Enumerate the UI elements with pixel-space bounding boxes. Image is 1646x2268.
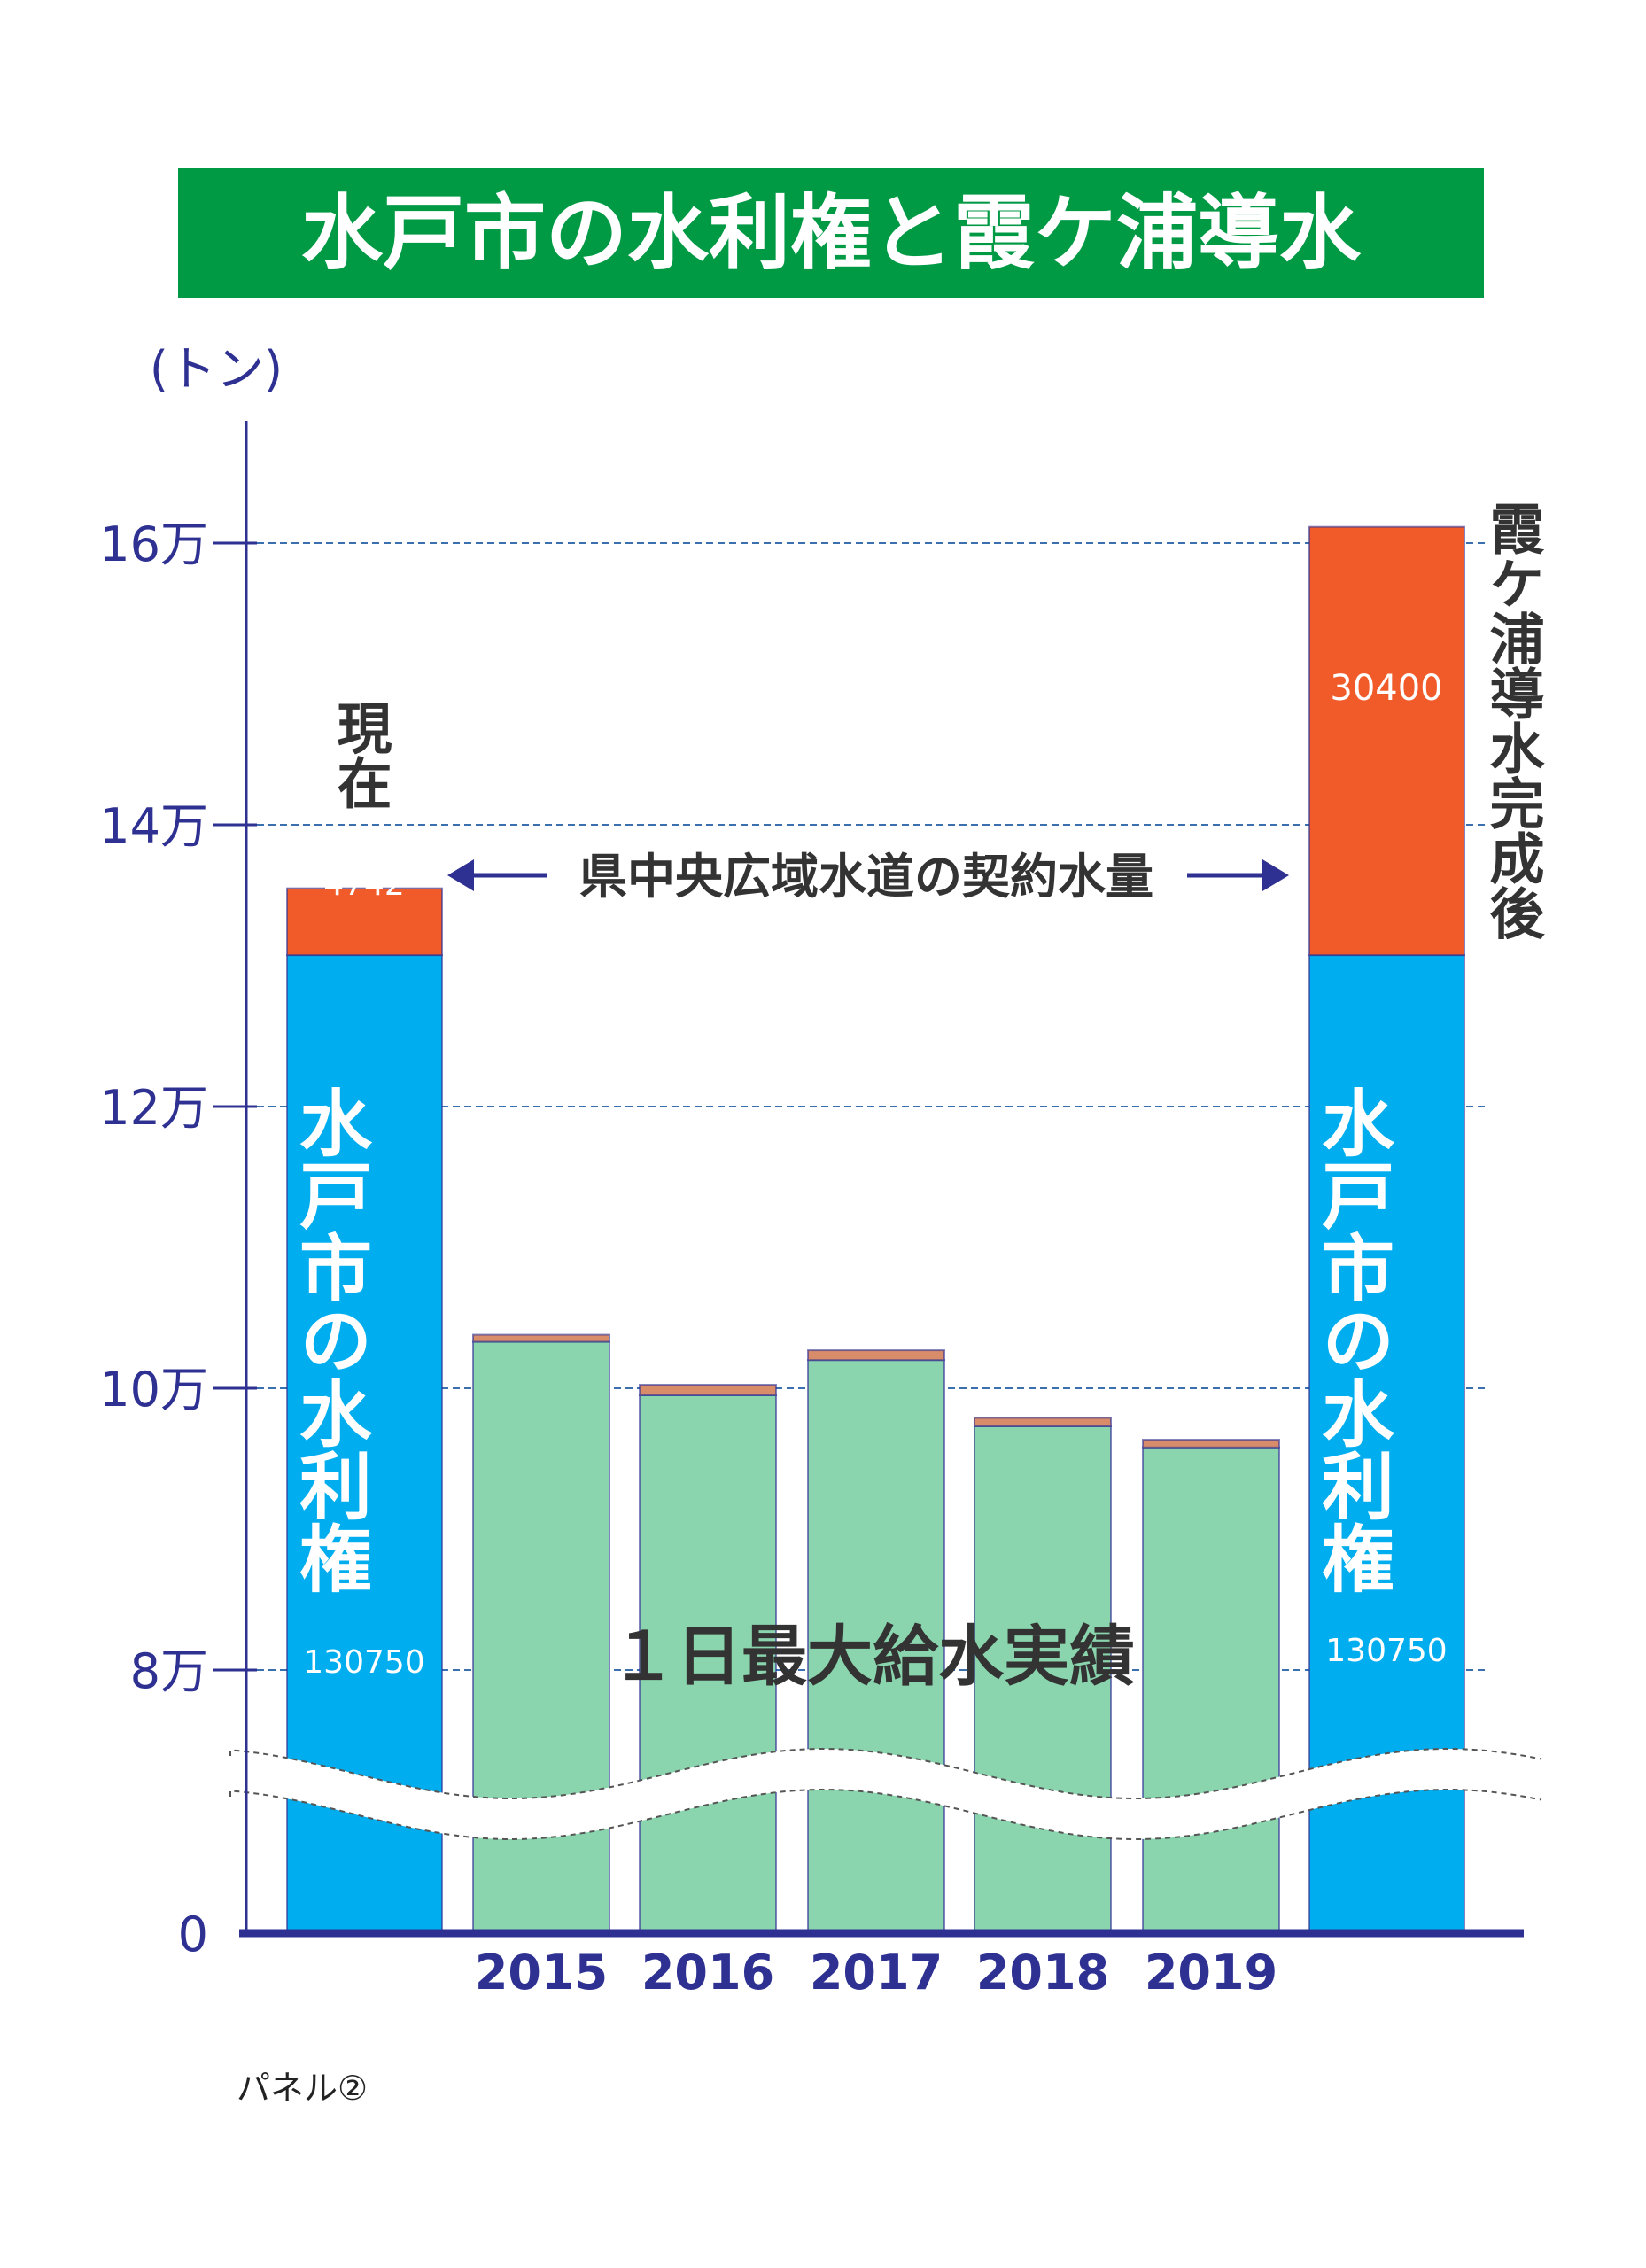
bar-2019-county (1142, 1439, 1280, 1449)
annual-supply-label: １日最大給水実績 (610, 1619, 1135, 1695)
bar-2018-county (974, 1417, 1112, 1427)
contract-annotation: 県中央広域水道の契約水量 (579, 849, 1153, 905)
bar-text-water-rights: 水戸市の水利権 (287, 1085, 372, 1594)
axis-break-line (229, 1747, 1542, 1800)
bar-text-water-rights: 水戸市の水利権 (1309, 1085, 1394, 1594)
bar-2017-county (807, 1349, 945, 1362)
axis-break-line (229, 1788, 1542, 1841)
bar-2015-supply (472, 1340, 610, 1934)
label-current: 現在 (328, 700, 392, 810)
bar-2016-supply (639, 1394, 777, 1934)
value-label-kasumigaura: 30400 (1330, 668, 1442, 709)
x-tick-label: 2019 (1145, 1945, 1277, 2000)
arrow-right-icon (1262, 859, 1289, 891)
bar-2016-county (639, 1384, 777, 1396)
bar-current-county (286, 887, 443, 957)
x-tick-label: 2015 (475, 1945, 608, 2000)
y-tick-label: 0 (178, 1907, 208, 1962)
axis-break-band (230, 1749, 1541, 1839)
x-tick-label: 2016 (641, 1945, 774, 2000)
label-after: 霞ケ浦導水完成後 (1480, 501, 1545, 940)
value-label-county: 4742 (323, 866, 405, 903)
panel-footer: パネル② (237, 2069, 368, 2108)
y-tick-label: 16万 (99, 517, 208, 572)
value-label-mito: 130750 (1325, 1633, 1447, 1669)
chart-title: 水戸市の水利権と霞ケ浦導水 (301, 186, 1362, 281)
bar-after-kasumigaura (1308, 525, 1465, 957)
title-banner (178, 168, 1484, 298)
y-tick-label: 14万 (99, 798, 208, 854)
value-label-mito: 130750 (303, 1644, 424, 1681)
bar-2015-county (472, 1333, 610, 1343)
y-tick-label: 8万 (130, 1643, 208, 1699)
arrow-left-icon (447, 859, 474, 891)
x-tick-label: 2017 (810, 1945, 943, 2000)
x-tick-label: 2018 (976, 1945, 1109, 2000)
bar-2017-supply (807, 1359, 945, 1934)
y-tick-label: 10万 (99, 1362, 208, 1418)
bar-2019-supply (1142, 1446, 1280, 1934)
bar-2018-supply (974, 1425, 1112, 1935)
y-tick-label: 12万 (99, 1080, 208, 1136)
y-axis-unit: (トン) (150, 341, 283, 397)
